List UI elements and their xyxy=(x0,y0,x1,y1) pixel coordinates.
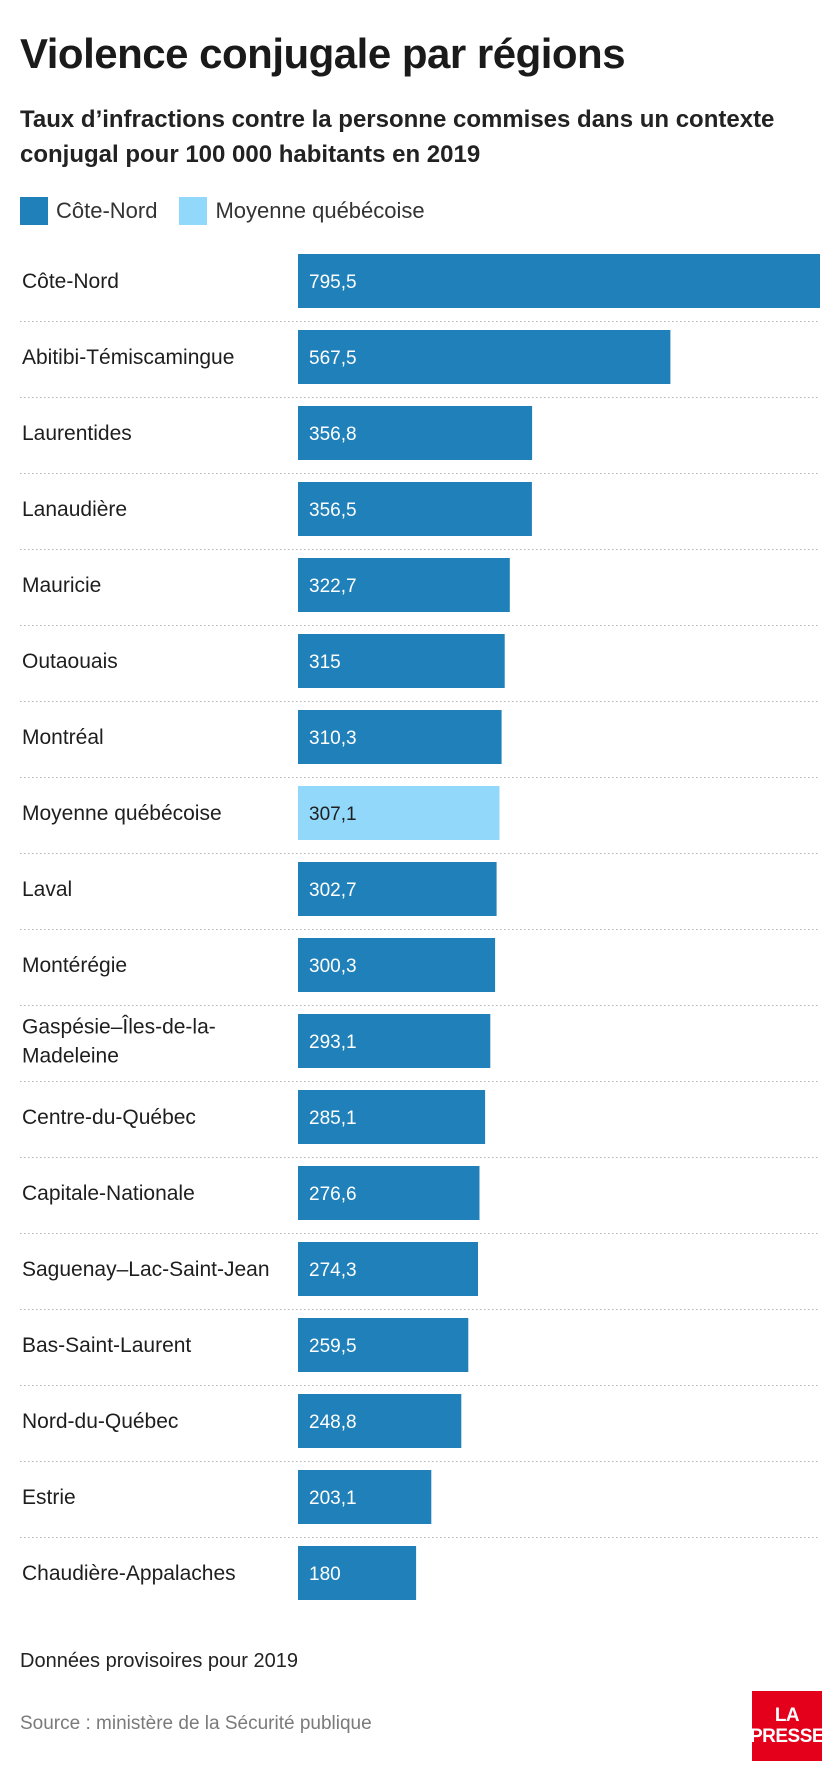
value-label-centre-du-quebec: 285,1 xyxy=(309,1108,357,1129)
bar-abitibi-temiscamingue xyxy=(298,330,671,384)
chart-title: Violence conjugale par régions xyxy=(20,30,626,77)
value-label-cote-nord: 795,5 xyxy=(309,272,357,293)
category-label-gaspesie-iles-de-la-madeleine: Gaspésie–Îles-de-la-Madeleine xyxy=(22,1016,216,1068)
category-label-montreal: Montréal xyxy=(22,726,104,749)
category-label-laurentides: Laurentides xyxy=(22,422,132,445)
data-note: Données provisoires pour 2019 xyxy=(20,1650,298,1672)
category-label-mauricie: Mauricie xyxy=(22,574,101,597)
legend-item-cote-nord: Côte-Nord xyxy=(20,197,157,225)
logo-line-la: LA xyxy=(774,1705,800,1726)
category-label-moyenne-quebecoise: Moyenne québécoise xyxy=(22,802,222,825)
legend-item-moyenne: Moyenne québécoise xyxy=(179,197,425,225)
value-label-laurentides: 356,8 xyxy=(309,424,357,445)
bar-saguenay-lac-saint-jean xyxy=(298,1242,478,1296)
legend-label-moyenne: Moyenne québécoise xyxy=(215,198,425,223)
category-label-chaudiere-appalaches: Chaudière-Appalaches xyxy=(22,1562,236,1585)
category-label-nord-du-quebec: Nord-du-Québec xyxy=(22,1410,178,1433)
logo-line-presse: PRESSE xyxy=(749,1726,825,1747)
bar-chart: Côte-Nord 795,5 Abitibi-Témiscamingue 567,5… xyxy=(20,254,820,1600)
bar-bas-saint-laurent xyxy=(298,1318,469,1372)
value-label-laval: 302,7 xyxy=(309,880,357,901)
value-label-estrie: 203,1 xyxy=(309,1488,357,1509)
value-label-gaspesie-iles-de-la-madeleine: 293,1 xyxy=(309,1032,357,1053)
bar-outaouais xyxy=(298,634,505,688)
category-label-bas-saint-laurent: Bas-Saint-Laurent xyxy=(22,1334,191,1357)
category-label-cote-nord: Côte-Nord xyxy=(22,270,119,293)
value-label-abitibi-temiscamingue: 567,5 xyxy=(309,348,357,369)
category-label-saguenay-lac-saint-jean: Saguenay–Lac-Saint-Jean xyxy=(22,1258,270,1281)
bar-estrie xyxy=(298,1470,432,1524)
la-presse-logo: LA PRESSE xyxy=(749,1691,825,1761)
bar-cote-nord xyxy=(298,254,820,308)
bar-mauricie xyxy=(298,558,510,612)
value-label-outaouais: 315 xyxy=(309,652,341,673)
category-label-abitibi-temiscamingue: Abitibi-Témiscamingue xyxy=(22,346,234,369)
bar-gaspesie-iles-de-la-madeleine xyxy=(298,1014,491,1068)
legend: Côte-Nord Moyenne québécoise xyxy=(20,196,447,226)
bar-laval xyxy=(298,862,497,916)
bar-montreal xyxy=(298,710,502,764)
bar-capitale-nationale xyxy=(298,1166,480,1220)
value-label-moyenne-quebecoise: 307,1 xyxy=(309,804,357,825)
value-label-chaudiere-appalaches: 180 xyxy=(309,1564,341,1585)
value-label-montreal: 310,3 xyxy=(309,728,357,749)
bar-moyenne-quebecoise xyxy=(298,786,500,840)
legend-swatch-moyenne xyxy=(179,197,208,225)
value-label-lanaudiere: 356,5 xyxy=(309,500,357,521)
legend-label-cote-nord: Côte-Nord xyxy=(56,198,158,223)
category-label-capitale-nationale: Capitale-Nationale xyxy=(22,1182,195,1205)
category-label-centre-du-quebec: Centre-du-Québec xyxy=(22,1106,196,1129)
category-label-lanaudiere: Lanaudière xyxy=(22,498,127,521)
value-label-mauricie: 322,7 xyxy=(309,576,357,597)
category-label-monteregie: Montérégie xyxy=(22,954,127,977)
chart-subtitle: Taux d’infractions contre la personne co… xyxy=(20,106,775,168)
value-label-nord-du-quebec: 248,8 xyxy=(309,1412,357,1433)
source-credit: Source : ministère de la Sécurité publiq… xyxy=(20,1713,372,1734)
value-label-saguenay-lac-saint-jean: 274,3 xyxy=(309,1260,357,1281)
category-label-laval: Laval xyxy=(22,878,72,901)
legend-swatch-cote-nord xyxy=(20,197,48,225)
bar-nord-du-quebec xyxy=(298,1394,462,1448)
bar-lanaudiere xyxy=(298,482,532,536)
bar-monteregie xyxy=(298,938,496,992)
value-label-capitale-nationale: 276,6 xyxy=(309,1184,357,1205)
category-label-estrie: Estrie xyxy=(22,1486,76,1509)
value-label-bas-saint-laurent: 259,5 xyxy=(309,1336,357,1357)
bar-centre-du-quebec xyxy=(298,1090,486,1144)
category-label-outaouais: Outaouais xyxy=(22,650,118,673)
bar-chaudiere-appalaches xyxy=(298,1546,417,1600)
value-label-monteregie: 300,3 xyxy=(309,956,357,977)
bar-laurentides xyxy=(298,406,533,460)
